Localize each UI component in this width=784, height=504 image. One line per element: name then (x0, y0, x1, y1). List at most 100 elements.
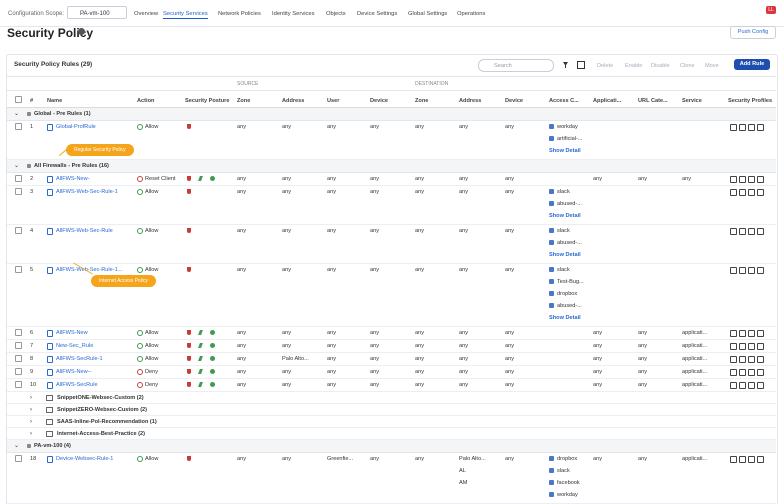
rule-icon (47, 228, 53, 235)
section-row (7, 160, 776, 173)
nav-item[interactable]: Device Settings (357, 10, 397, 18)
search-box[interactable] (478, 59, 554, 72)
snippet-icon (46, 431, 53, 437)
rule-name[interactable]: AllFWS-SecRule-1 (56, 355, 103, 363)
collapse-icon[interactable]: ⌄ (14, 162, 19, 170)
dst-device: any (505, 266, 514, 274)
column-header: Service (682, 97, 702, 105)
column-header: # (30, 97, 33, 105)
nav-item[interactable]: Network Policies (218, 10, 261, 18)
src-zone: any (237, 175, 246, 183)
toolbar-button[interactable]: Delete (597, 62, 613, 70)
checkbox[interactable] (15, 342, 22, 349)
checkbox[interactable] (15, 96, 22, 103)
snippet-name[interactable]: Internet-Access-Best-Practice (2) (57, 430, 145, 438)
checkbox[interactable] (15, 455, 22, 462)
checkbox[interactable] (15, 355, 22, 362)
src-zone: any (237, 188, 246, 196)
checkbox[interactable] (15, 123, 22, 130)
checkbox[interactable] (15, 175, 22, 182)
application: any (593, 329, 602, 337)
row-border (7, 365, 776, 366)
profile-icon (757, 228, 764, 235)
src-address: any (282, 227, 291, 235)
search-placeholder[interactable]: Search (494, 62, 512, 70)
rule-name[interactable]: Global-ProfRule (56, 123, 96, 131)
profile-icon (739, 228, 746, 235)
avatar[interactable]: LL (766, 6, 776, 14)
rule-name[interactable]: AllFWS-New- (56, 175, 90, 183)
expand-icon[interactable]: › (30, 430, 32, 438)
expand-icon[interactable]: › (30, 418, 32, 426)
columns-icon[interactable] (577, 61, 585, 69)
nav-item[interactable]: Security Services (163, 10, 208, 19)
profile-icon (739, 330, 746, 337)
column-header: Action (137, 97, 154, 105)
dst-address: any (459, 381, 468, 389)
profile-icon (748, 228, 755, 235)
rule-name[interactable]: AllFWS-New (56, 329, 88, 337)
scope-value[interactable]: PA-vm-100 (80, 10, 110, 18)
nav-item[interactable]: Operations (457, 10, 485, 18)
checkbox[interactable] (15, 368, 22, 375)
checkbox[interactable] (15, 329, 22, 336)
row-border (7, 263, 776, 264)
profile-icon (739, 369, 746, 376)
snippet-name[interactable]: SAAS-Inline-Pol-Recommendation (1) (57, 418, 157, 426)
rule-name[interactable]: AllFWS-Web-Sec-Rule (56, 227, 113, 235)
action-icon (137, 343, 143, 349)
profile-icon (757, 369, 764, 376)
checkbox[interactable] (15, 381, 22, 388)
src-device: any (370, 175, 379, 183)
checkbox[interactable] (15, 227, 22, 234)
show-detail[interactable]: Show Detail (549, 251, 581, 259)
collapse-icon[interactable]: ⌄ (14, 442, 19, 450)
src-address: any (282, 342, 291, 350)
nav-item[interactable]: Objects (326, 10, 346, 18)
profile-icon (757, 267, 764, 274)
group-label: DESTINATION (415, 80, 448, 88)
rule-name[interactable]: New-Sec_Rule (56, 342, 93, 350)
info-icon[interactable] (78, 28, 85, 35)
toolbar-button[interactable]: Clone (680, 62, 695, 70)
collapse-icon[interactable]: ⌄ (14, 110, 19, 118)
rule-name[interactable]: AllFWS-SecRule (56, 381, 98, 389)
posture-shield (187, 369, 191, 374)
checkbox[interactable] (15, 188, 22, 195)
expand-icon[interactable]: › (30, 406, 32, 414)
toolbar-button[interactable]: Move (705, 62, 719, 70)
snippet-icon (46, 419, 53, 425)
dst-address: AM (459, 479, 467, 487)
expand-icon[interactable]: › (30, 394, 32, 402)
posture-shield (187, 382, 191, 387)
snippet-name[interactable]: SnippetZERO-Websec-Custom (2) (57, 406, 147, 414)
show-detail[interactable]: Show Detail (549, 147, 581, 155)
rule-name[interactable]: AllFWS-Web-Sec-Rule-1 (56, 188, 118, 196)
toolbar-button[interactable]: Enable (625, 62, 642, 70)
snippet-name[interactable]: SnippetONE-Websec-Custom (2) (57, 394, 144, 402)
column-header: Device (505, 97, 523, 105)
row-border (7, 185, 776, 186)
push-button[interactable]: Push Config (730, 26, 776, 39)
show-detail[interactable]: Show Detail (549, 212, 581, 220)
profile-icon (757, 124, 764, 131)
dst-address: any (459, 355, 468, 363)
dst-zone: any (415, 368, 424, 376)
show-detail[interactable]: Show Detail (549, 314, 581, 322)
add-rule-button[interactable]: Add Rule (734, 59, 770, 70)
checkbox[interactable] (15, 266, 22, 273)
nav-item[interactable]: Overview (134, 10, 158, 18)
row-border (7, 378, 776, 379)
profile-icon (757, 330, 764, 337)
rule-name[interactable]: Device-Websec-Rule-1 (56, 455, 113, 463)
dst-zone: any (415, 342, 424, 350)
access-item: workday (557, 123, 578, 131)
src-device: any (370, 355, 379, 363)
nav-item[interactable]: Identity Services (272, 10, 315, 18)
rule-name[interactable]: AllFWS-New-- (56, 368, 91, 376)
nav-item[interactable]: Global Settings (408, 10, 447, 18)
toolbar-button[interactable]: Disable (651, 62, 670, 70)
dst-address: any (459, 266, 468, 274)
application: any (593, 381, 602, 389)
access-icon (549, 291, 554, 296)
